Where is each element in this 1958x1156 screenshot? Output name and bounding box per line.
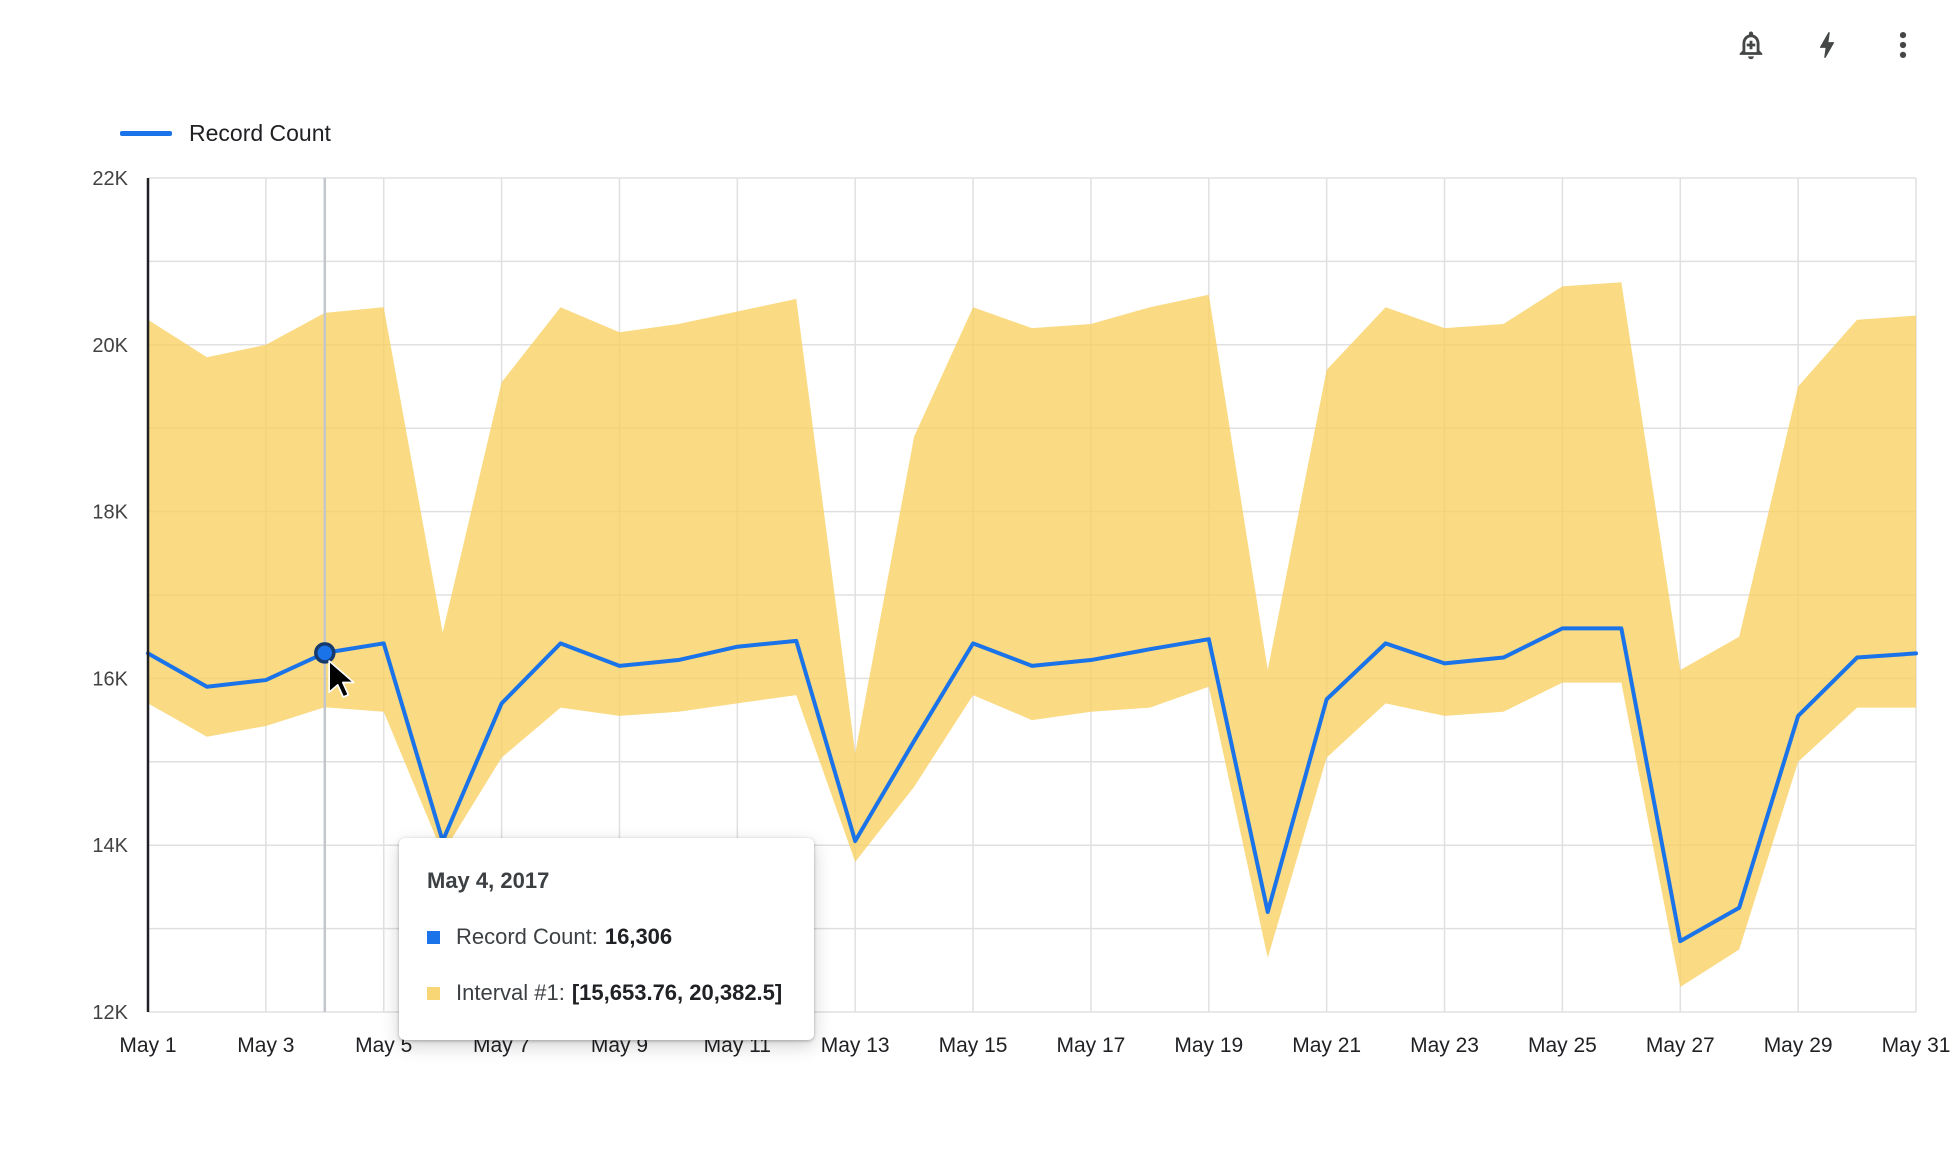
x-tick-label: May 23 (1410, 1034, 1479, 1057)
tooltip-row-interval: Interval #1: [15,653.76, 20,382.5] (427, 980, 782, 1006)
x-tick-label: May 15 (939, 1034, 1008, 1057)
tooltip-row-record-count: Record Count: 16,306 (427, 924, 782, 950)
header-toolbar (1734, 28, 1920, 62)
tooltip-row-label: Record Count: (456, 924, 598, 949)
more-options-icon[interactable] (1886, 28, 1920, 62)
y-tick-label: 22K (92, 168, 128, 190)
x-tick-label: May 31 (1882, 1034, 1951, 1057)
x-tick-label: May 21 (1292, 1034, 1361, 1057)
legend-record-count[interactable]: Record Count (120, 120, 331, 147)
x-tick-label: May 29 (1764, 1034, 1833, 1057)
x-tick-label: May 19 (1174, 1034, 1243, 1057)
hover-point (314, 642, 336, 664)
x-tick-label: May 27 (1646, 1034, 1715, 1057)
y-tick-label: 20K (92, 335, 128, 357)
tooltip-date: May 4, 2017 (427, 868, 550, 893)
tooltip-row-label: Interval #1: (456, 980, 565, 1005)
interval-bullet-icon (427, 986, 440, 1000)
tooltip-row-value: 16,306 (604, 924, 673, 949)
tooltip: May 4, 2017 Record Count: 16,306 Interva… (399, 838, 815, 1040)
lightning-icon[interactable] (1810, 28, 1844, 62)
legend-label: Record Count (189, 120, 331, 146)
x-tick-label: May 13 (821, 1034, 890, 1057)
y-tick-label: 16K (92, 668, 128, 690)
tooltip-row-value: [15,653.76, 20,382.5] (571, 980, 783, 1005)
add-alert-icon[interactable] (1734, 28, 1768, 62)
x-tick-label: May 25 (1528, 1034, 1597, 1057)
x-tick-label: May 5 (355, 1034, 412, 1057)
interval-band (148, 282, 1916, 987)
x-tick-label: May 3 (237, 1034, 294, 1057)
legend-line-swatch (120, 131, 172, 136)
y-tick-label: 14K (92, 835, 128, 857)
y-tick-label: 12K (92, 1002, 128, 1024)
record-count-bullet-icon (427, 930, 440, 944)
y-tick-label: 18K (92, 502, 128, 524)
x-tick-label: May 17 (1056, 1034, 1125, 1057)
x-tick-label: May 1 (119, 1034, 176, 1057)
